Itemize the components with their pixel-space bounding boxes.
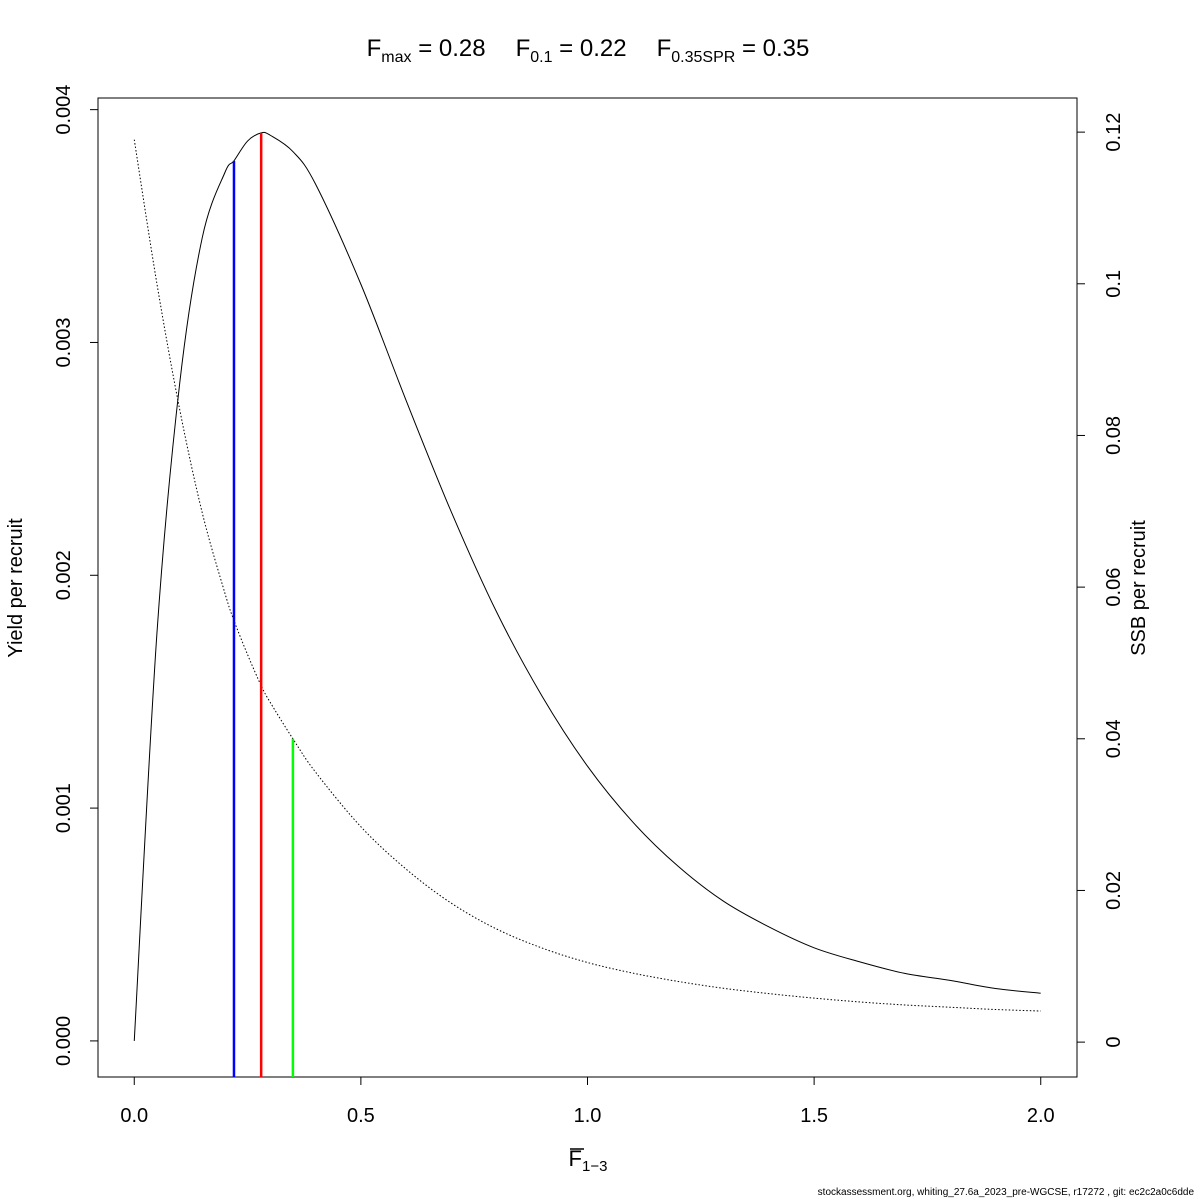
x-tick-label: 2.0 (1027, 1105, 1055, 1127)
y-right-tick-label: 0.12 (1103, 113, 1125, 152)
x-tick-label: 1.0 (574, 1105, 602, 1127)
title-term-main: F (367, 35, 382, 62)
plot-frame (97, 97, 1078, 1078)
y-axis-right-label: SSB per recruit (1128, 520, 1150, 656)
y-right-tick-label: 0.06 (1103, 568, 1125, 607)
title-term-main: F (657, 35, 672, 62)
y-right-tick-label: 0 (1103, 1037, 1125, 1048)
axes: 0.0 0.5 1.0 1.5 2.0 0.000 0.001 0.002 0.003 0.004… (53, 85, 1125, 1127)
y-right-tick-label: 0.02 (1103, 871, 1125, 910)
title-term-sub: 0.35SPR (671, 49, 735, 66)
y-axis-left-label: Yield per recruit (5, 518, 27, 658)
y-left-tick-label: 0.004 (53, 85, 75, 135)
y-right-tick-label: 0.1 (1103, 270, 1125, 298)
x-label-sub: 1−3 (582, 1158, 607, 1175)
title-term-value: = 0.28 (412, 35, 486, 62)
y-left-tick-label: 0.003 (53, 317, 75, 367)
x-tick-label: 0.5 (347, 1105, 375, 1127)
yield-per-recruit-line (133, 131, 1041, 1041)
footer-credit: stockassessment.org, whiting_27.6a_2023_… (817, 1187, 1194, 1198)
y-right-tick-label: 0.08 (1103, 416, 1125, 455)
chart-title: Fmax = 0.28 F0.1 = 0.22 F0.35SPR = 0.35 (367, 35, 810, 66)
reference-lines (232, 132, 295, 1077)
title-term-value: = 0.35 (735, 35, 809, 62)
x-axis-label-text: F1−3 (569, 1146, 608, 1175)
ssb-per-recruit-line (133, 139, 1041, 1012)
x-axis-label: F1−3 (569, 1146, 608, 1175)
title-term-main: F (516, 35, 531, 62)
x-label-main: F (569, 1146, 582, 1171)
title-term-sub: 0.1 (530, 49, 552, 66)
y-left-tick-label: 0.002 (53, 550, 75, 600)
y-left-tick-label: 0.001 (53, 783, 75, 833)
x-tick-label: 1.5 (800, 1105, 828, 1127)
title-term-value: = 0.22 (553, 35, 627, 62)
x-tick-label: 0.0 (120, 1105, 148, 1127)
series (133, 131, 1041, 1041)
y-left-tick-label: 0.000 (53, 1016, 75, 1066)
title-term-sub: max (381, 49, 411, 66)
y-right-tick-label: 0.04 (1103, 719, 1125, 758)
